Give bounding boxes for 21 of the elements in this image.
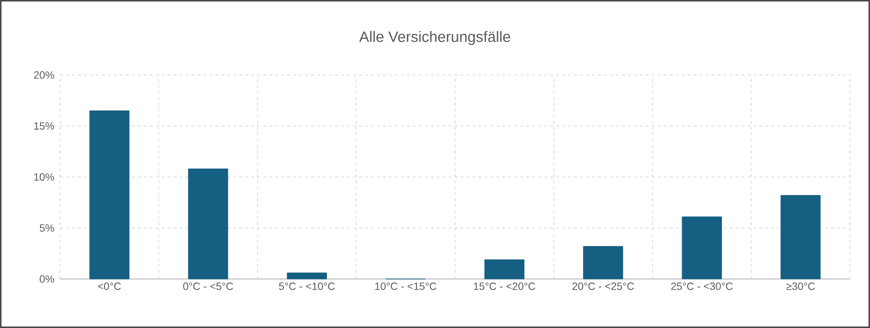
- x-tick-label: ≥30°C: [786, 282, 815, 290]
- bar: [188, 168, 228, 280]
- bar: [780, 195, 821, 280]
- x-tick-label: 20°C - <25°C: [572, 282, 634, 290]
- x-tick-label: 0°C - <5°C: [183, 282, 234, 290]
- y-tick-label: 15%: [34, 122, 54, 130]
- y-tick-label: 0%: [40, 275, 54, 283]
- bar: [583, 246, 624, 280]
- x-tick-label: 25°C - <30°C: [671, 282, 733, 290]
- chart-title: Alle Versicherungsfälle: [359, 31, 510, 45]
- x-tick-label: 15°C - <20°C: [474, 282, 536, 290]
- bar: [286, 272, 327, 280]
- bar: [89, 110, 130, 280]
- x-tick-label: 10°C - <15°C: [375, 282, 436, 290]
- y-tick-label: 5%: [40, 224, 54, 232]
- x-tick-label: 5°C - <10°C: [279, 282, 335, 290]
- y-tick-label: 20%: [34, 71, 54, 79]
- bar: [484, 259, 524, 280]
- bar: [682, 216, 722, 280]
- x-tick-label: <0°C: [98, 282, 121, 290]
- y-tick-label: 10%: [34, 173, 54, 181]
